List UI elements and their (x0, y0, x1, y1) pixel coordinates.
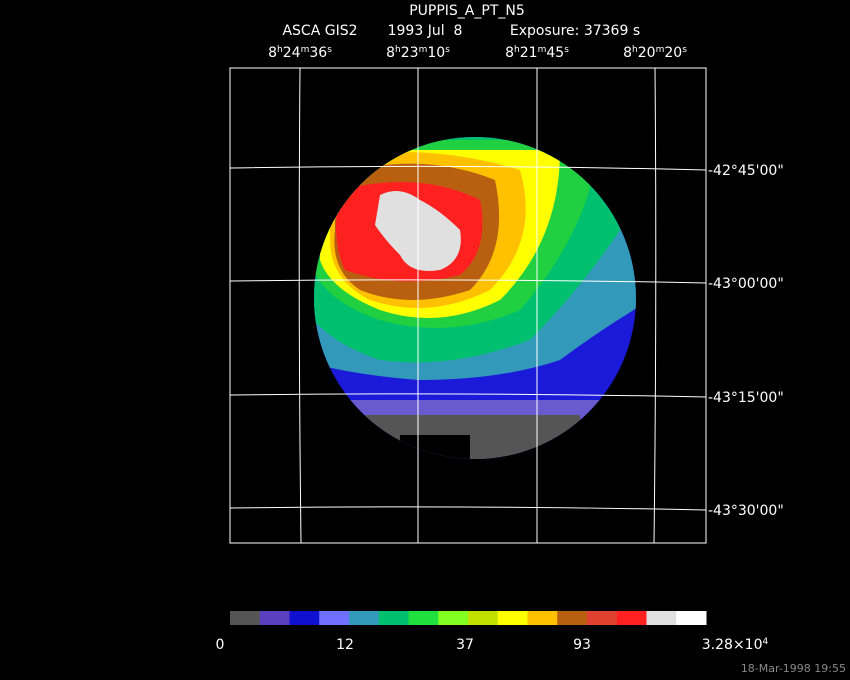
text-part: 8 (623, 45, 632, 61)
text-part: 37 (456, 637, 474, 653)
ra-label: 8h21m45s (505, 45, 569, 61)
dec-label: -43°30'00" (708, 503, 784, 519)
ra-label: 8h24m36s (268, 45, 332, 61)
text-part: 8 (386, 45, 395, 61)
superscript: 4 (762, 637, 768, 647)
text-part: 45 (546, 45, 564, 61)
superscript: s (682, 45, 687, 55)
colorbar-segment (557, 611, 588, 625)
superscript: s (327, 45, 332, 55)
superscript: h (395, 45, 401, 55)
colorbar-segment (676, 611, 707, 625)
colorbar-segment (497, 611, 528, 625)
instrument: ASCA GIS2 (282, 23, 357, 39)
colorbar-segment (587, 611, 618, 625)
colorbar-segment (408, 611, 439, 625)
colorbar-label: 93 (573, 637, 591, 653)
text-part: 20 (664, 45, 682, 61)
text-part: 21 (520, 45, 538, 61)
timestamp: 18-Mar-1998 19:55 (741, 662, 846, 675)
colorbar-segment (319, 611, 350, 625)
colorbar-segment (646, 611, 677, 625)
colorbar-segment (468, 611, 499, 625)
colorbar-segment (230, 611, 261, 625)
colorbar (230, 611, 707, 625)
colorbar-label: 3.28×104 (702, 637, 769, 653)
colorbar-label: 37 (456, 637, 474, 653)
superscript: m (656, 45, 665, 55)
superscript: s (564, 45, 569, 55)
colorbar-segment (616, 611, 647, 625)
colorbar-segment (289, 611, 320, 625)
superscript: h (277, 45, 283, 55)
superscript: m (301, 45, 310, 55)
text-part: 8 (505, 45, 514, 61)
ra-label: 8h20m20s (623, 45, 687, 61)
colorbar-segment (527, 611, 558, 625)
text-part: 20 (638, 45, 656, 61)
coordinate-grid (229, 67, 707, 544)
text-part: 23 (401, 45, 419, 61)
colorbar-segment (438, 611, 469, 625)
colorbar-label: 0 (216, 637, 225, 653)
text-part: 36 (309, 45, 327, 61)
text-part: 12 (336, 637, 354, 653)
superscript: m (419, 45, 428, 55)
ra-label: 8h23m10s (386, 45, 450, 61)
text-part: 3.28×10 (702, 637, 763, 653)
plot-frame (229, 67, 707, 544)
text-part: 10 (427, 45, 445, 61)
text-part: 93 (573, 637, 591, 653)
text-part: 0 (216, 637, 225, 653)
superscript: h (632, 45, 638, 55)
colorbar-label: 12 (336, 637, 354, 653)
exposure: Exposure: 37369 s (510, 23, 640, 39)
date: 1993 Jul 8 (388, 23, 463, 39)
superscript: m (538, 45, 547, 55)
colorbar-segment (349, 611, 380, 625)
dec-label: -43°00'00" (708, 276, 784, 292)
superscript: h (514, 45, 520, 55)
text-part: 24 (283, 45, 301, 61)
colorbar-segment (259, 611, 290, 625)
text-part: 8 (268, 45, 277, 61)
colorbar-segment (378, 611, 409, 625)
dec-label: -42°45'00" (708, 163, 784, 179)
title: PUPPIS_A_PT_N5 (409, 3, 525, 19)
superscript: s (445, 45, 450, 55)
xray-image (314, 137, 636, 459)
dec-label: -43°15'00" (708, 390, 784, 406)
